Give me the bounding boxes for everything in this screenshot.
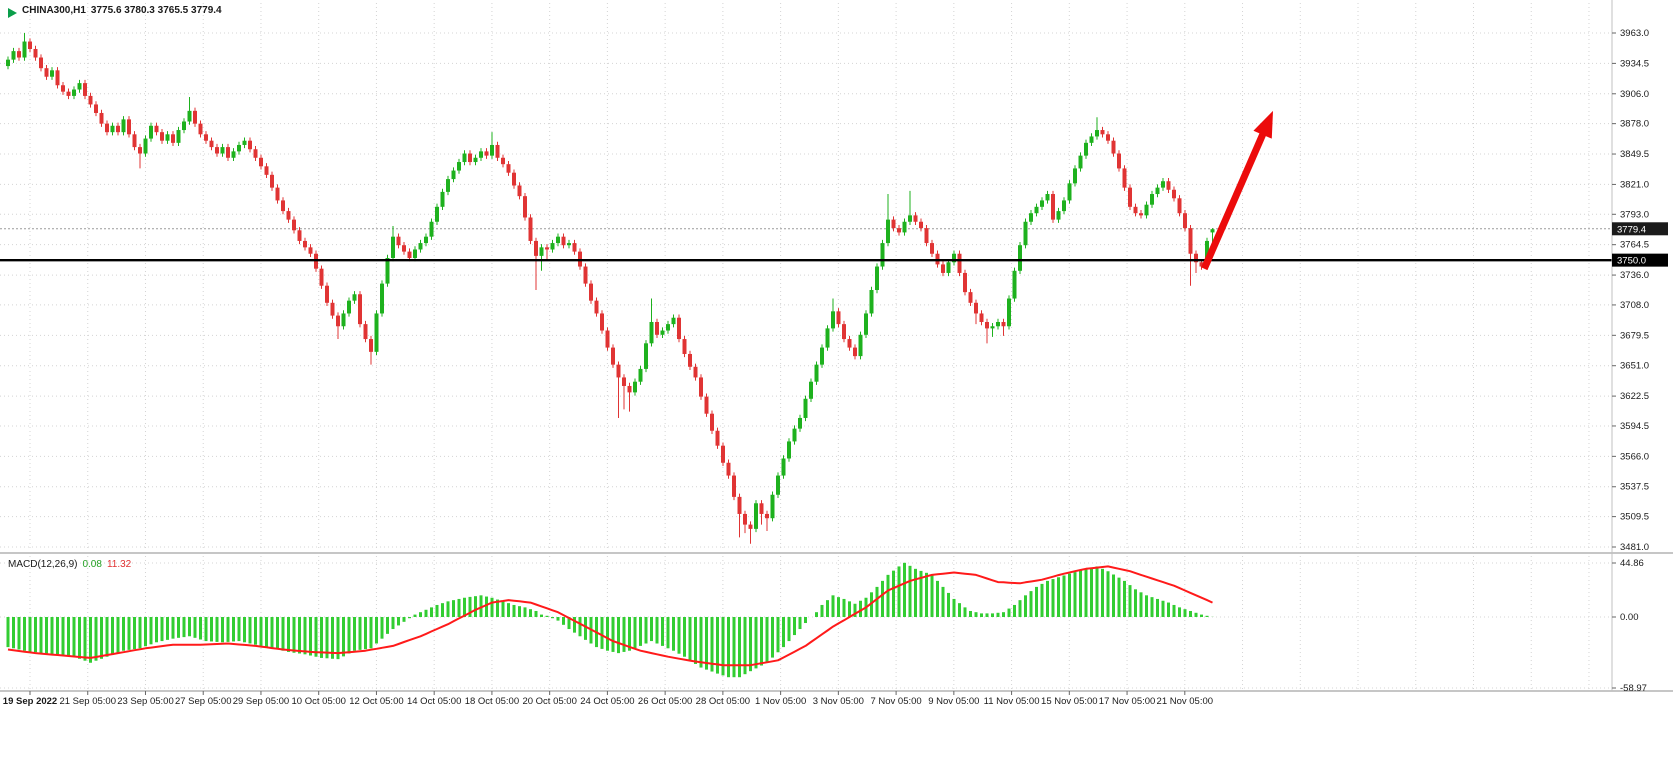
svg-text:3566.0: 3566.0	[1620, 451, 1649, 462]
support-price-badge: 3750.0	[1612, 253, 1668, 267]
svg-text:3821.0: 3821.0	[1620, 179, 1649, 190]
svg-text:20 Oct 05:00: 20 Oct 05:00	[522, 696, 576, 707]
svg-text:12 Oct 05:00: 12 Oct 05:00	[349, 696, 403, 707]
svg-text:29 Sep 05:00: 29 Sep 05:00	[233, 696, 290, 707]
svg-text:3594.5: 3594.5	[1620, 421, 1649, 432]
svg-text:3481.0: 3481.0	[1620, 542, 1649, 553]
svg-text:3651.0: 3651.0	[1620, 361, 1649, 372]
svg-text:21 Nov 05:00: 21 Nov 05:00	[1157, 696, 1214, 707]
macd-axis[interactable]: 44.86 0.00 -58.97	[1612, 558, 1647, 694]
macd-signal-line	[7, 565, 1213, 667]
price-axis[interactable]: 3963.0 3934.5 3906.0 3878.0 3849.5 3821.0 3793…	[1612, 28, 1649, 553]
svg-text:3509.5: 3509.5	[1620, 512, 1649, 523]
macd-label: MACD(12,26,9)	[8, 559, 78, 570]
current-price-badge: 3779.4	[1612, 222, 1668, 236]
svg-text:14 Oct 05:00: 14 Oct 05:00	[407, 696, 461, 707]
svg-text:10 Oct 05:00: 10 Oct 05:00	[291, 696, 345, 707]
svg-text:3622.5: 3622.5	[1620, 391, 1649, 402]
symbol-name: CHINA300,H1	[22, 5, 86, 16]
svg-text:28 Oct 05:00: 28 Oct 05:00	[696, 696, 750, 707]
svg-text:27 Sep 05:00: 27 Sep 05:00	[175, 696, 232, 707]
svg-text:3 Nov 05:00: 3 Nov 05:00	[813, 696, 864, 707]
svg-text:3708.0: 3708.0	[1620, 300, 1649, 311]
svg-text:3849.5: 3849.5	[1620, 149, 1649, 160]
macd-histogram	[6, 562, 1214, 678]
candlestick-series	[6, 33, 1215, 544]
svg-text:3779.4: 3779.4	[1617, 224, 1646, 235]
svg-text:21 Sep 05:00: 21 Sep 05:00	[59, 696, 116, 707]
svg-text:3934.5: 3934.5	[1620, 58, 1649, 69]
svg-text:3764.5: 3764.5	[1620, 240, 1649, 251]
svg-text:15 Nov 05:00: 15 Nov 05:00	[1041, 696, 1098, 707]
svg-text:1 Nov 05:00: 1 Nov 05:00	[755, 696, 806, 707]
symbol-marker-icon	[8, 8, 17, 18]
svg-text:-58.97: -58.97	[1620, 683, 1647, 694]
svg-text:19 Sep 2022: 19 Sep 2022	[3, 696, 57, 707]
svg-text:3906.0: 3906.0	[1620, 89, 1649, 100]
ohlc-values: 3775.6 3780.3 3765.5 3779.4	[90, 5, 222, 16]
svg-text:3793.0: 3793.0	[1620, 209, 1649, 220]
svg-text:3736.0: 3736.0	[1620, 270, 1649, 281]
svg-text:24 Oct 05:00: 24 Oct 05:00	[580, 696, 634, 707]
svg-text:3878.0: 3878.0	[1620, 119, 1649, 130]
svg-text:26 Oct 05:00: 26 Oct 05:00	[638, 696, 692, 707]
symbol-quote-header: CHINA300,H1 3775.6 3780.3 3765.5 3779.4	[22, 5, 222, 16]
svg-text:17 Nov 05:00: 17 Nov 05:00	[1099, 696, 1156, 707]
macd-signal-value: 11.32	[106, 559, 132, 570]
trend-arrow[interactable]	[1201, 110, 1273, 271]
svg-text:3750.0: 3750.0	[1617, 256, 1646, 267]
svg-text:23 Sep 05:00: 23 Sep 05:00	[117, 696, 174, 707]
svg-text:0.00: 0.00	[1620, 612, 1639, 623]
svg-text:3963.0: 3963.0	[1620, 28, 1649, 39]
svg-text:18 Oct 05:00: 18 Oct 05:00	[465, 696, 519, 707]
time-axis[interactable]: 19 Sep 2022 21 Sep 05:00 23 Sep 05:00 27 Se…	[3, 691, 1213, 707]
svg-text:3679.5: 3679.5	[1620, 330, 1649, 341]
macd-indicator-header: MACD(12,26,9) 0.08 11.32	[8, 559, 131, 570]
macd-value: 0.08	[82, 559, 102, 570]
svg-text:9 Nov 05:00: 9 Nov 05:00	[928, 696, 979, 707]
svg-text:44.86: 44.86	[1620, 558, 1644, 569]
svg-text:7 Nov 05:00: 7 Nov 05:00	[870, 696, 921, 707]
svg-text:11 Nov 05:00: 11 Nov 05:00	[984, 696, 1040, 707]
svg-text:3537.5: 3537.5	[1620, 482, 1649, 493]
grid	[0, 3, 1612, 689]
